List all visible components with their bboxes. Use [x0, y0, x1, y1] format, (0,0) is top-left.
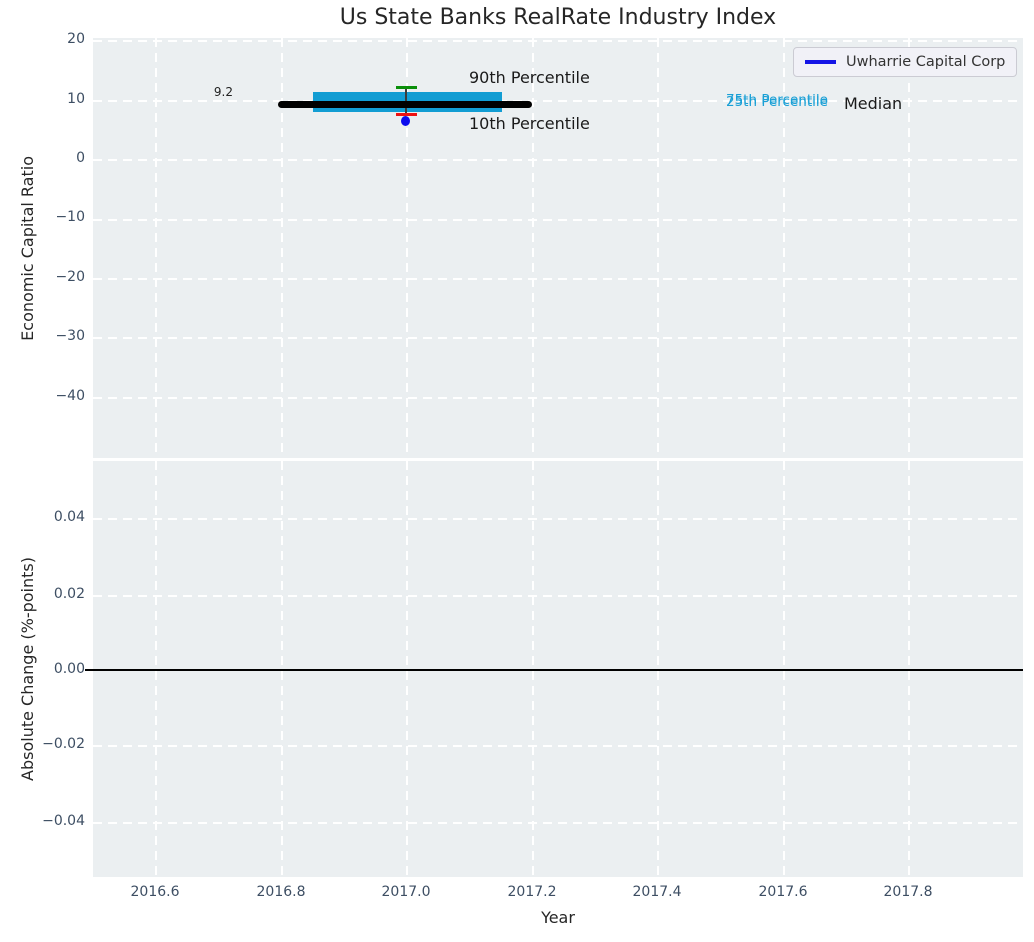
- y-tick-label: −0.02: [42, 736, 85, 752]
- annotation-90th-percentile: 90th Percentile: [469, 68, 590, 87]
- gridline: [93, 219, 1023, 221]
- y-tick-label: 0: [76, 150, 85, 166]
- annotation-25th-percentile: 25th Percentile: [726, 94, 828, 110]
- gridline: [93, 397, 1023, 399]
- y-tick-label: −20: [55, 269, 85, 285]
- gridline: [406, 38, 408, 458]
- gridline: [93, 100, 1023, 102]
- legend: Uwharrie Capital Corp: [793, 47, 1017, 77]
- x-tick-label: 2017.2: [507, 884, 557, 900]
- p10-cap: [396, 113, 417, 116]
- gridline: [532, 38, 534, 458]
- annotation-75th-percentile: 75th Percentile: [726, 92, 828, 108]
- y-tick-label: −40: [55, 388, 85, 404]
- legend-label: Uwharrie Capital Corp: [846, 54, 1006, 70]
- legend-line-swatch: [805, 60, 836, 64]
- x-tick-label: 2017.0: [381, 884, 431, 900]
- y-tick-label: 0.00: [53, 661, 85, 677]
- gridline: [93, 595, 1023, 597]
- gridline: [155, 38, 157, 458]
- gridline: [93, 822, 1023, 824]
- x-axis-label: Year: [541, 908, 575, 927]
- gridline: [93, 745, 1023, 747]
- gridline: [783, 38, 785, 458]
- annotation-10th-percentile: 10th Percentile: [469, 114, 590, 133]
- y-tick-label: 0.04: [53, 509, 85, 525]
- y-tick-label: 10: [67, 91, 85, 107]
- gridline: [93, 159, 1023, 161]
- chart-title: Us State Banks RealRate Industry Index: [339, 5, 777, 30]
- company-point-marker: [401, 116, 410, 126]
- y-tick-label: −30: [55, 328, 85, 344]
- y-tick-label: 20: [67, 31, 85, 47]
- zero-line: [85, 669, 1023, 671]
- gridline: [657, 38, 659, 458]
- median-line: [278, 101, 532, 108]
- gridline: [908, 38, 910, 458]
- y-tick-label: −0.04: [42, 813, 85, 829]
- y-axis-label-top: Economic Capital Ratio: [17, 155, 37, 341]
- gridline: [93, 337, 1023, 339]
- x-tick-label: 2017.4: [632, 884, 682, 900]
- gridline: [93, 40, 1023, 42]
- gridline: [281, 38, 283, 458]
- y-tick-label: 0.02: [53, 586, 85, 602]
- x-tick-label: 2016.8: [256, 884, 306, 900]
- x-tick-label: 2017.8: [883, 884, 933, 900]
- top-axes-plot-area: 9.2 90th Percentile 10th Percentile 75th…: [93, 38, 1023, 458]
- annotation-median-value: 9.2: [213, 85, 233, 99]
- x-tick-label: 2017.6: [758, 884, 808, 900]
- gridline: [93, 278, 1023, 280]
- gridline: [93, 518, 1023, 520]
- p90-cap: [396, 86, 417, 89]
- annotation-median: Median: [844, 94, 903, 113]
- y-tick-label: −10: [55, 209, 85, 225]
- x-tick-label: 2016.6: [130, 884, 180, 900]
